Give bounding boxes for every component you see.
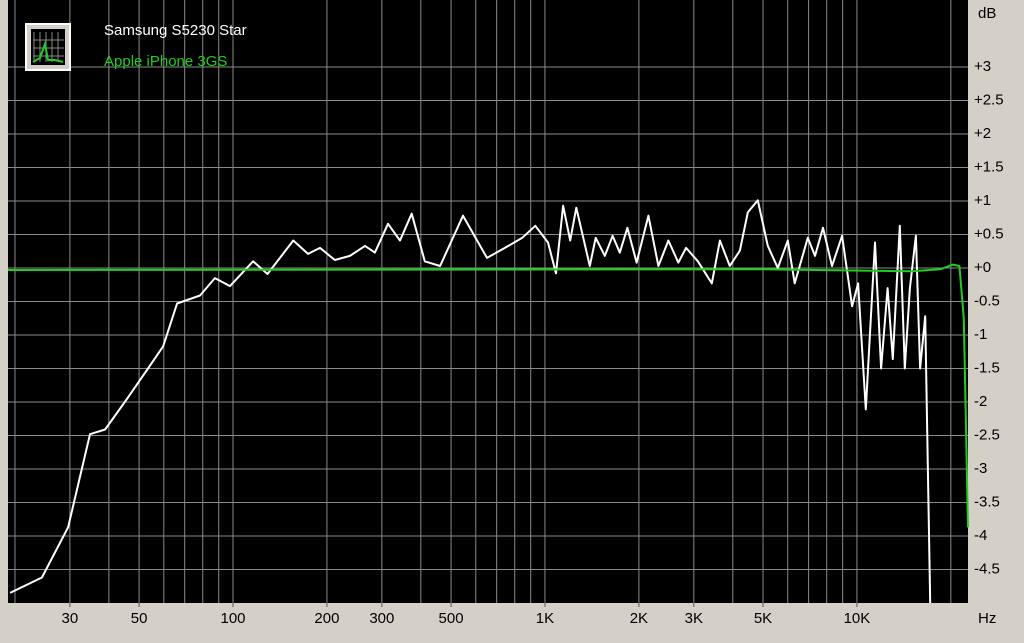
series-line <box>9 199 932 604</box>
legend-entry: Samsung S5230 Star <box>104 22 247 39</box>
y-tick-label: -2 <box>974 393 987 410</box>
y-tick-label: +2 <box>974 125 991 142</box>
x-tick-label: 3K <box>685 610 703 627</box>
x-tick-label: 200 <box>314 610 339 627</box>
y-tick-label: +0.5 <box>974 225 1004 242</box>
x-tick-label: 30 <box>62 610 79 627</box>
y-axis-label: dB <box>978 5 996 22</box>
y-tick-label: -4 <box>974 527 987 544</box>
x-tick-label: 50 <box>131 610 148 627</box>
legend-entry: Apple iPhone 3GS <box>104 53 227 70</box>
x-tick-label: 5K <box>754 610 772 627</box>
y-tick-label: +1.5 <box>974 158 1004 175</box>
y-tick-label: -2.5 <box>974 426 1000 443</box>
y-tick-label: +1 <box>974 192 991 209</box>
x-tick-label: 100 <box>220 610 245 627</box>
y-tick-label: -1.5 <box>974 359 1000 376</box>
x-tick-label: 500 <box>439 610 464 627</box>
series-line <box>7 263 969 528</box>
y-tick-label: -4.5 <box>974 560 1000 577</box>
y-tick-label: +2.5 <box>974 91 1004 108</box>
x-tick-label: 1K <box>536 610 554 627</box>
x-tick-label: 10K <box>844 610 871 627</box>
x-tick-label: 300 <box>369 610 394 627</box>
x-tick-label: 2K <box>630 610 648 627</box>
y-tick-label: +0 <box>974 259 991 276</box>
y-tick-label: -0.5 <box>974 292 1000 309</box>
y-tick-label: -3 <box>974 460 987 477</box>
lines <box>7 199 969 604</box>
y-tick-label: +3 <box>974 58 991 75</box>
y-tick-label: -3.5 <box>974 493 1000 510</box>
x-axis-label: Hz <box>978 610 996 627</box>
grid <box>8 0 968 603</box>
y-tick-label: -1 <box>974 326 987 343</box>
app-icon <box>25 23 71 71</box>
